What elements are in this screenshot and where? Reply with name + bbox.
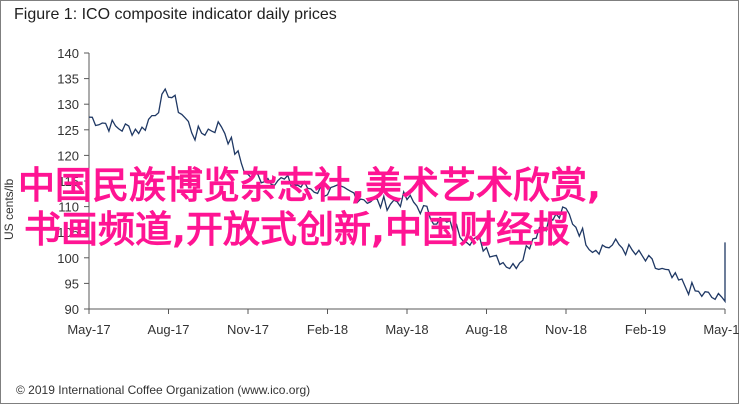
- x-tick-label: Aug-18: [466, 322, 508, 337]
- y-tick-label: 90: [65, 302, 79, 317]
- y-tick-label: 135: [57, 72, 79, 87]
- x-tick-label: Feb-18: [307, 322, 348, 337]
- x-tick-label: Aug-17: [148, 322, 190, 337]
- overlay-text-line-1: 中国民族博览杂志社,美术艺术欣赏,: [18, 164, 602, 207]
- y-tick-label: 100: [57, 251, 79, 266]
- x-tick-label: May-18: [385, 322, 428, 337]
- y-tick-label: 140: [57, 46, 79, 61]
- y-tick-label: 95: [65, 276, 79, 291]
- y-tick-label: 125: [57, 123, 79, 138]
- chart-title: Figure 1: ICO composite indicator daily …: [14, 6, 337, 23]
- source-note: © 2019 International Coffee Organization…: [16, 383, 311, 397]
- x-tick-label: May-17: [67, 322, 110, 337]
- x-tick-label: Feb-19: [625, 322, 666, 337]
- overlay-text-line-2: 书画频道,开放式创新,中国财经报: [24, 208, 571, 251]
- y-tick-label: 105: [57, 225, 79, 240]
- y-tick-label: 110: [58, 200, 79, 215]
- y-tick-label: 120: [57, 148, 79, 163]
- x-tick-label: Nov-17: [227, 322, 269, 337]
- x-tick-label: May-19: [703, 322, 739, 337]
- y-tick-label: 115: [58, 174, 79, 189]
- price-series-line: [88, 87, 726, 304]
- y-tick-label: 130: [57, 97, 79, 112]
- x-tick-label: Nov-18: [545, 322, 587, 337]
